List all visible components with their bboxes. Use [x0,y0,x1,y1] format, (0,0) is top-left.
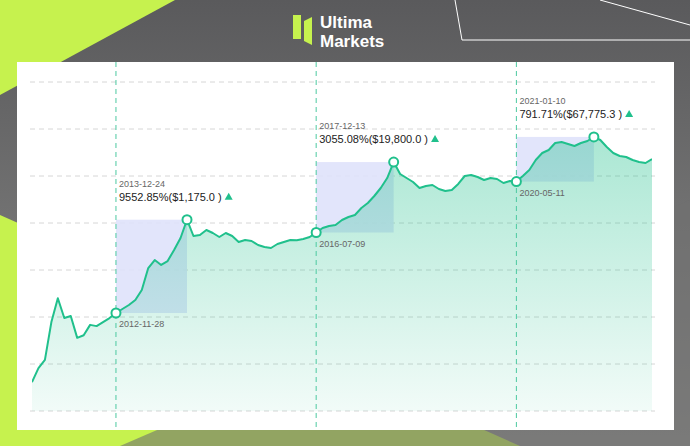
period-start-line [316,62,317,430]
price-line [32,137,652,382]
point-marker [589,132,598,141]
date-label: 2017-12-13 [319,121,365,131]
logo-icon [293,15,301,39]
card [17,62,674,430]
gain-label: 9552.85%($1,175.0 ) [119,191,222,203]
bg-outline [600,0,690,25]
point-marker [183,215,192,224]
date-label: 2016-07-09 [319,239,365,249]
point-marker [512,177,521,186]
brand: Ultima [320,13,373,32]
point-marker [389,158,398,167]
grid-line [30,82,655,83]
point-marker [111,308,120,317]
date-label: 2021-01-10 [519,96,565,106]
up-indicator [225,193,233,200]
up-indicator [431,135,439,142]
period-start-line [115,62,116,430]
gain-label: 3055.08%($19,800.0 ) [319,133,428,145]
price-area [32,137,652,411]
brand: Markets [320,32,384,51]
up-indicator [625,110,633,117]
date-label: 2012-11-28 [119,319,164,329]
bg-outline [455,0,690,40]
canvas: UltimaMarkets 2012-11-28 2013-12-24 2016-07… [0,0,690,446]
date-label: 2013-12-24 [119,179,165,189]
point-marker [312,228,321,237]
plot-area [32,137,652,411]
period-start-line [516,62,517,430]
gain-label: 791.71%($67,775.3 ) [519,108,622,120]
date-label: 2020-05-11 [519,188,564,198]
logo-icon [304,17,312,45]
background [0,0,690,446]
